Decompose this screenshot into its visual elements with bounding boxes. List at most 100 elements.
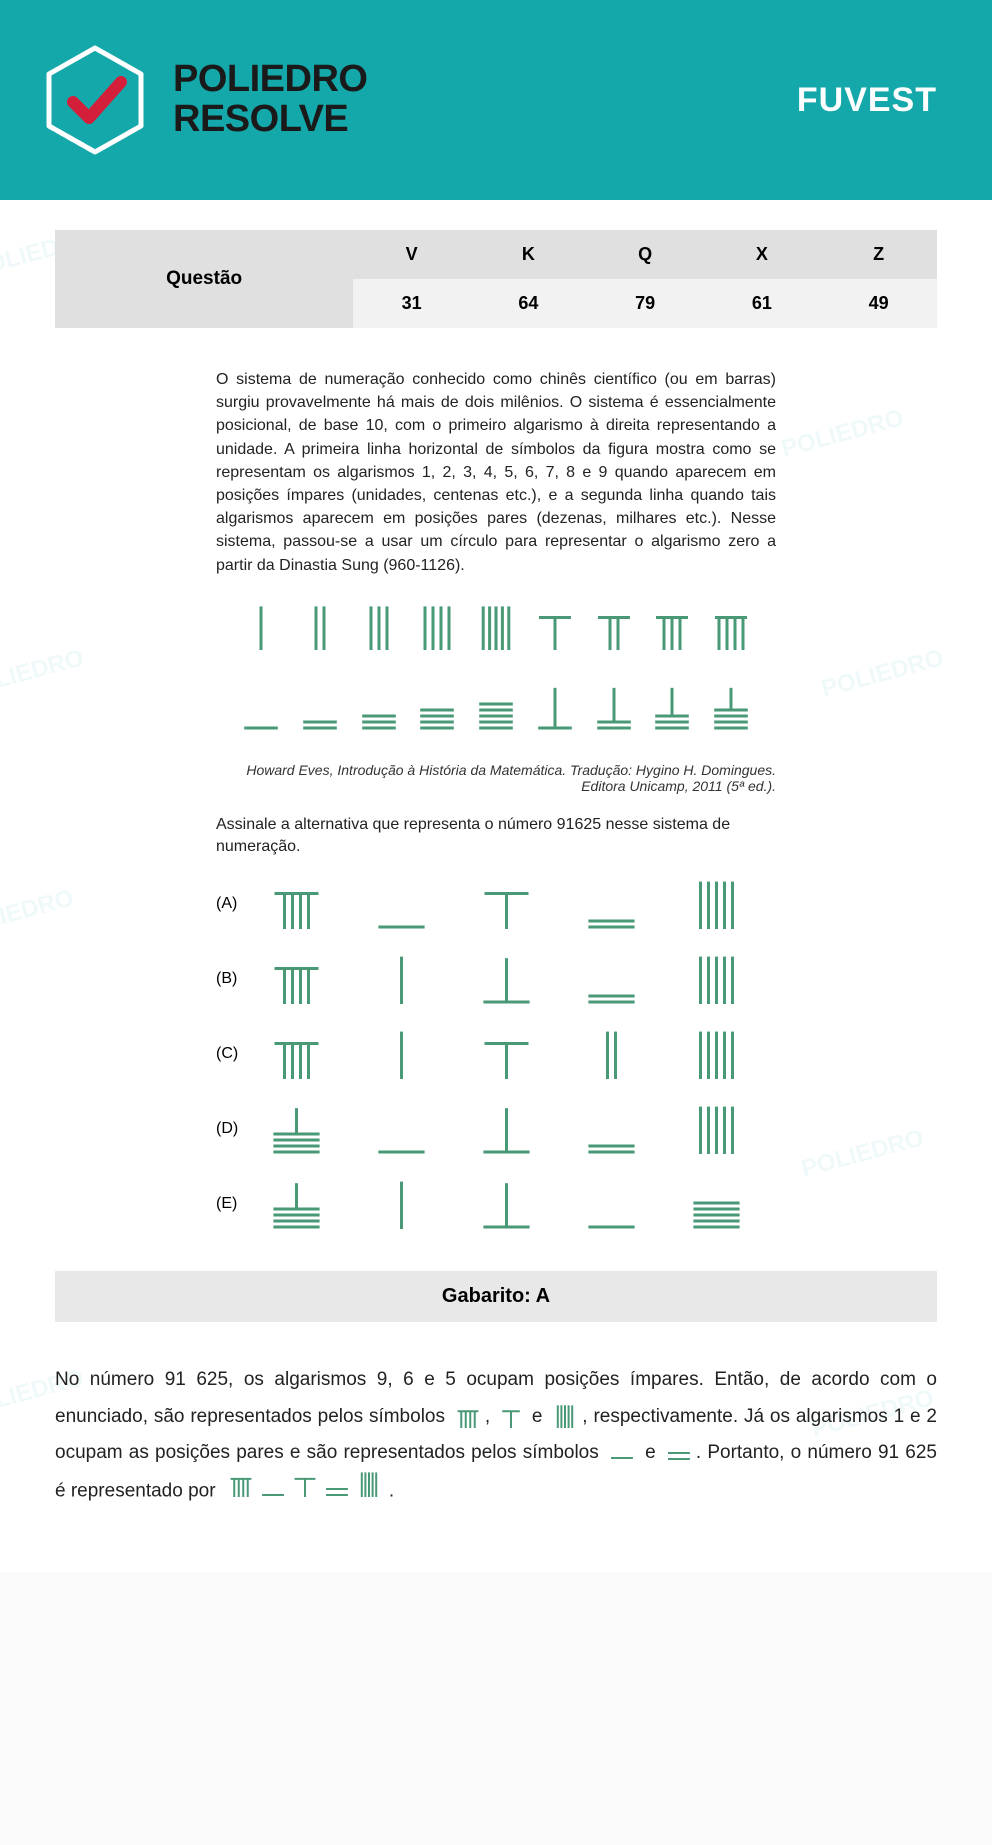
alternative-B: (B): [216, 951, 776, 1006]
rod-odd-3: [354, 602, 404, 652]
val-Q: 79: [587, 279, 704, 328]
rod-odd-1: [236, 602, 286, 652]
val-K: 64: [470, 279, 587, 328]
logo-hex-icon: [35, 40, 155, 160]
logo-line1: POLIEDRO: [173, 60, 367, 100]
exp-g: .: [389, 1480, 394, 1501]
rod-even-4: [412, 682, 462, 732]
inline-symbol-odd9: [455, 1404, 481, 1430]
rod-odd-4: [412, 602, 462, 652]
rod-even-3: [354, 682, 404, 732]
alternative-C: (C): [216, 1026, 776, 1081]
symbol-even-9: [266, 1101, 326, 1156]
rod-even-8: [647, 682, 697, 732]
val-V: 31: [353, 279, 470, 328]
inline-symbol-even1: [609, 1444, 635, 1462]
val-X: 61: [703, 279, 820, 328]
alt-label: (D): [216, 1120, 246, 1138]
inline-symbol-odd5: [552, 1404, 578, 1430]
citation: Howard Eves, Introdução à História da Ma…: [216, 762, 776, 794]
symbol-odd-5: [686, 1101, 746, 1156]
col-Q: Q: [587, 230, 704, 279]
symbol-even-6: [476, 1101, 536, 1156]
symbol-odd-9: [266, 1026, 326, 1081]
citation-rest: Tradução: Hygino H. Domingues. Editora U…: [566, 762, 776, 794]
rod-odd-5: [471, 602, 521, 652]
alternative-E: (E): [216, 1176, 776, 1231]
header-bar: POLIEDRO RESOLVE FUVEST: [0, 0, 992, 200]
symbol-odd-1: [371, 951, 431, 1006]
symbol-odd-6: [476, 1026, 536, 1081]
symbol-even-1: [581, 1176, 641, 1231]
alt-label: (C): [216, 1045, 246, 1063]
symbol-even-1: [371, 876, 431, 931]
exam-name: FUVEST: [797, 81, 937, 120]
rod-even-5: [471, 682, 521, 732]
explanation-text: No número 91 625, os algarismos 9, 6 e 5…: [55, 1362, 937, 1511]
question-table: Questão V K Q X Z 31 64 79 61 49: [55, 230, 937, 328]
rod-even-1: [236, 682, 286, 732]
symbol-even-2: [581, 1101, 641, 1156]
symbol-odd-9: [266, 951, 326, 1006]
symbol-even-2: [581, 876, 641, 931]
symbol-odd-5: [686, 1026, 746, 1081]
col-X: X: [703, 230, 820, 279]
rod-odd-2: [295, 602, 345, 652]
val-Z: 49: [820, 279, 937, 328]
citation-title: Introdução à História da Matemática.: [337, 762, 566, 778]
rod-even-6: [530, 682, 580, 732]
symbol-odd-1: [371, 1026, 431, 1081]
symbol-even-1: [371, 1101, 431, 1156]
exp-c: e: [526, 1406, 548, 1427]
rod-odd-9: [706, 602, 756, 652]
symbol-odd-5: [686, 951, 746, 1006]
rod-even-2: [295, 682, 345, 732]
inline-symbol-sequence: [225, 1471, 385, 1512]
citation-author: Howard Eves,: [246, 762, 337, 778]
alt-label: (B): [216, 970, 246, 988]
alt-label: (A): [216, 895, 246, 913]
inline-symbol-odd6: [500, 1404, 522, 1430]
question-label: Questão: [55, 230, 353, 328]
exp-e: e: [639, 1442, 662, 1463]
prompt-text: Assinale a alternativa que representa o …: [216, 814, 776, 859]
rod-odd-7: [589, 602, 639, 652]
alternatives-list: (A) (B) (C) (D) (E): [216, 876, 776, 1231]
alternative-A: (A): [216, 876, 776, 931]
table-header-row: Questão V K Q X Z: [55, 230, 937, 279]
col-K: K: [470, 230, 587, 279]
logo-line2: RESOLVE: [173, 100, 367, 140]
rod-numeral-figure: [236, 602, 756, 732]
odd-row: [236, 602, 756, 652]
symbol-even-6: [476, 951, 536, 1006]
alt-symbols: [266, 1101, 746, 1156]
alt-symbols: [266, 1026, 746, 1081]
rod-even-7: [589, 682, 639, 732]
symbol-odd-6: [476, 876, 536, 931]
symbol-odd-1: [371, 1176, 431, 1231]
symbol-odd-9: [266, 876, 326, 931]
symbol-even-6: [476, 1176, 536, 1231]
exp-b: ,: [485, 1406, 496, 1427]
symbol-even-5: [686, 1176, 746, 1231]
alt-symbols: [266, 951, 746, 1006]
problem-text: O sistema de numeração conhecido como ch…: [216, 368, 776, 577]
alternative-D: (D): [216, 1101, 776, 1156]
symbol-even-2: [581, 951, 641, 1006]
rod-even-9: [706, 682, 756, 732]
symbol-odd-2: [581, 1026, 641, 1081]
symbol-odd-5: [686, 876, 746, 931]
col-V: V: [353, 230, 470, 279]
alt-symbols: [266, 876, 746, 931]
even-row: [236, 682, 756, 732]
rod-odd-8: [647, 602, 697, 652]
inline-symbol-even2: [666, 1443, 692, 1463]
logo-text: POLIEDRO RESOLVE: [173, 60, 367, 140]
symbol-even-9: [266, 1176, 326, 1231]
content-area: POLIEDRO POLIEDRO POLIEDRO POLIEDRO POLI…: [0, 200, 992, 1572]
alt-symbols: [266, 1176, 746, 1231]
logo-group: POLIEDRO RESOLVE: [35, 40, 367, 160]
rod-odd-6: [530, 602, 580, 652]
alt-label: (E): [216, 1195, 246, 1213]
answer-key-bar: Gabarito: A: [55, 1271, 937, 1322]
